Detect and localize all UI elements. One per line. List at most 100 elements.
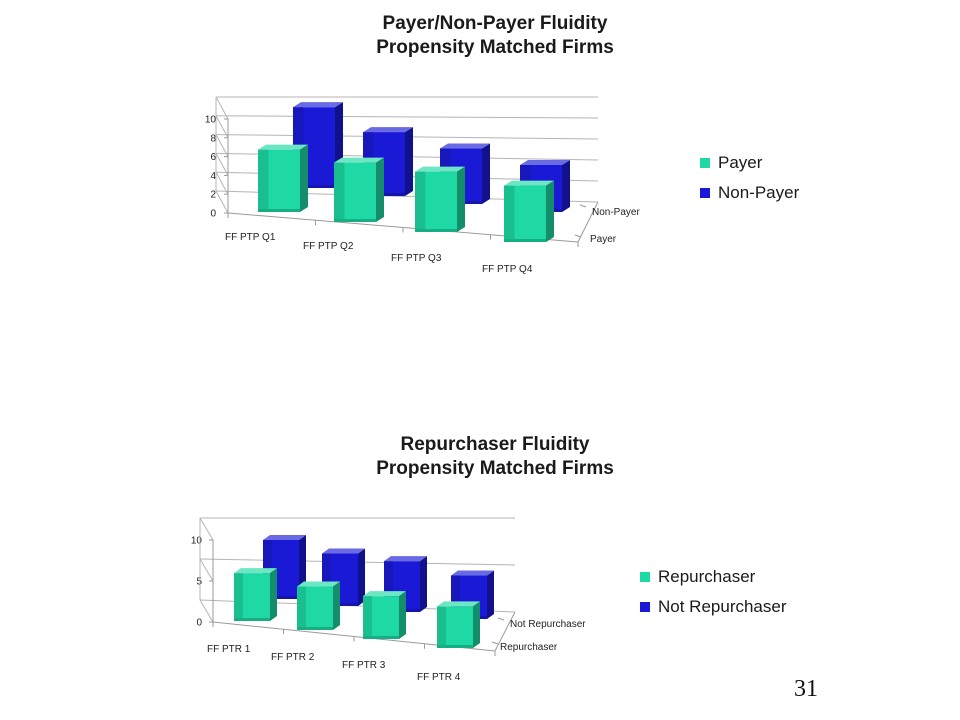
x-tick-label: FF PTP Q3	[391, 253, 442, 264]
column-front-shade	[322, 553, 331, 606]
chart-title-line-2: Propensity Matched Firms	[376, 37, 614, 58]
chart-title: Payer/Non-Payer Fluidity Propensity Matc…	[200, 12, 790, 60]
column-side	[300, 144, 308, 212]
x-tick-label: FF PTR 4	[417, 672, 461, 683]
x-tick-label: FF PTR 2	[271, 652, 315, 663]
legend-entry-repurchaser: Repurchaser	[640, 562, 787, 592]
column-top	[363, 127, 413, 133]
column-base	[263, 596, 299, 599]
column-top	[322, 548, 365, 554]
legend-entry-not-repurchaser: Not Repurchaser	[640, 592, 787, 622]
column-top	[437, 601, 480, 607]
column-front-shade	[504, 185, 515, 242]
depth-tick	[491, 641, 499, 645]
column-front-shade	[384, 561, 393, 612]
column-side	[376, 157, 384, 222]
column-side	[482, 143, 490, 204]
chart-title-line-1: Payer/Non-Payer Fluidity	[382, 13, 608, 34]
legend-label: Not Repurchaser	[658, 597, 787, 616]
column-side	[473, 601, 480, 648]
column-side	[562, 160, 570, 212]
x-tick-label: FF PTR 1	[207, 644, 251, 655]
depth-tick	[497, 617, 505, 621]
x-tick-label: FF PTR 3	[342, 660, 386, 671]
column-top	[440, 143, 490, 149]
legend-entry-payer: Payer	[700, 148, 799, 178]
chart-legend: Payer Non-Payer	[700, 148, 799, 208]
gridline-side	[215, 134, 229, 157]
gridline-side	[215, 115, 229, 139]
bar-front-2	[334, 157, 384, 222]
column-top	[451, 570, 494, 576]
column-front-shade	[363, 596, 372, 639]
legend-entry-non-payer: Non-Payer	[700, 178, 799, 208]
column-base	[437, 645, 473, 648]
legend-swatch	[700, 158, 710, 168]
column-base	[258, 209, 300, 212]
gridline-side	[199, 517, 214, 541]
column-top	[297, 581, 340, 587]
column-front-shade	[437, 606, 446, 648]
depth-tick	[579, 204, 587, 208]
gridline-side	[215, 171, 229, 195]
column-top	[263, 534, 306, 540]
bar-front-2	[297, 581, 340, 630]
column-side	[420, 556, 427, 612]
page-number: 31	[794, 676, 818, 702]
y-tick-label: 0	[196, 618, 202, 629]
column-side	[487, 570, 494, 619]
column-base	[334, 219, 376, 222]
chart-legend: Repurchaser Not Repurchaser	[640, 562, 787, 622]
chart-title-line-2: Propensity Matched Firms	[376, 458, 614, 479]
y-tick-label: 2	[210, 190, 216, 201]
column-top	[258, 144, 308, 150]
bar-front-4	[504, 180, 554, 242]
x-tick-label: FF PTP Q4	[482, 264, 533, 275]
y-tick-label: 10	[191, 536, 203, 547]
x-tick-label: FF PTP Q2	[303, 241, 354, 252]
column-top	[293, 102, 343, 108]
column-side	[333, 581, 340, 630]
depth-tick	[574, 234, 582, 238]
x-tick-label: FF PTP Q1	[225, 232, 276, 243]
column-top	[415, 166, 465, 172]
depth-axis	[577, 201, 599, 243]
bar-front-3	[415, 166, 465, 232]
bar-front-1	[258, 144, 308, 212]
column-side	[358, 548, 365, 606]
bar-front-1	[234, 568, 277, 621]
chart-title-line-1: Repurchaser Fluidity	[400, 434, 590, 455]
column-front-shade	[297, 586, 306, 630]
column-side	[399, 591, 406, 639]
y-tick-label: 6	[210, 152, 216, 163]
column-top	[384, 556, 427, 562]
depth-axis	[494, 611, 516, 652]
y-tick-label: 4	[210, 171, 216, 182]
column-base	[363, 636, 399, 639]
depth-tick-label: Not Repurchaser	[510, 619, 586, 630]
column-top	[520, 160, 570, 165]
y-tick-label: 0	[210, 209, 216, 220]
gridline-side	[215, 153, 229, 176]
legend-label: Payer	[718, 153, 763, 172]
legend-label: Repurchaser	[658, 567, 756, 586]
y-tick-label: 8	[210, 133, 216, 144]
column-front-shade	[234, 573, 243, 621]
column-top	[363, 591, 406, 597]
chart-title: Repurchaser Fluidity Propensity Matched …	[200, 433, 790, 481]
bar-front-3	[363, 591, 406, 639]
gridline-side	[215, 96, 229, 120]
column-base	[415, 229, 457, 232]
legend-swatch	[700, 188, 710, 198]
legend-swatch	[640, 602, 650, 612]
legend-swatch	[640, 572, 650, 582]
column-base	[297, 627, 333, 630]
y-tick-label: 10	[205, 115, 217, 126]
column-front-shade	[258, 149, 269, 212]
column-side	[546, 180, 554, 242]
gridline-side	[199, 599, 214, 623]
y-tick-label: 5	[196, 577, 202, 588]
column-front-shade	[451, 575, 460, 619]
column-front-shade	[415, 171, 426, 232]
